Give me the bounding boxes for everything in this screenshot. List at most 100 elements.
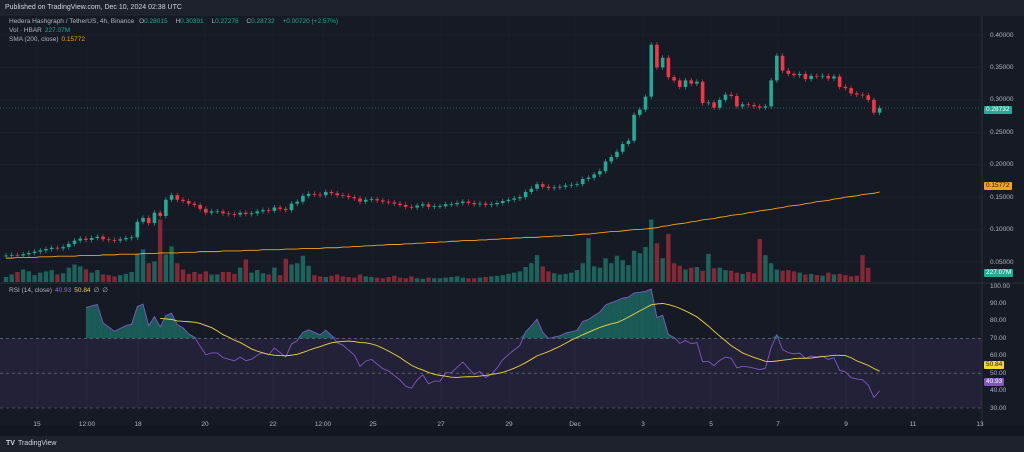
- candle-body: [461, 201, 465, 203]
- volume-bar: [791, 271, 797, 282]
- rsi-overbought-fill: [531, 319, 538, 339]
- volume-bar: [860, 255, 865, 282]
- volume-bar: [517, 271, 523, 282]
- candle-body: [820, 75, 825, 77]
- volume-bar: [843, 275, 848, 282]
- rsi-tick-label: 30.00: [990, 404, 1007, 412]
- candle-body: [369, 199, 374, 200]
- volume-value: 227.07M: [44, 27, 71, 34]
- candle-body: [341, 195, 345, 197]
- change-value: +0.00720 (+2.57%): [282, 18, 339, 25]
- candle-body: [620, 143, 625, 152]
- volume-bar: [306, 265, 311, 282]
- candle-body: [529, 188, 534, 192]
- volume-bar: [272, 267, 277, 282]
- candle-body: [700, 81, 705, 104]
- volume-bar: [243, 259, 249, 282]
- symbol-title[interactable]: Hedera Hashgraph / TetherUS, 4h, Binance: [9, 18, 135, 25]
- candle-body: [249, 213, 254, 215]
- candles: [4, 42, 882, 259]
- volume-bar: [746, 272, 751, 282]
- candle-body: [723, 94, 728, 100]
- candle-body: [158, 212, 162, 216]
- candle-body: [775, 55, 779, 81]
- volume-bar: [808, 273, 814, 282]
- candle-body: [169, 195, 174, 200]
- candle-body: [826, 75, 831, 79]
- volume-bar: [551, 273, 557, 282]
- volume-bar: [432, 278, 437, 282]
- candle-body: [854, 93, 859, 95]
- candle-body: [763, 106, 768, 108]
- volume-bar: [374, 277, 380, 282]
- volume-bar: [774, 269, 780, 282]
- candle-body: [21, 254, 25, 256]
- volume-bar: [820, 275, 825, 282]
- open-value: 0.28015: [144, 18, 168, 25]
- volume-bar: [255, 270, 260, 282]
- candle-body: [72, 240, 77, 244]
- rsi-tick-label: 80.00: [990, 317, 1007, 325]
- candle-body: [449, 204, 454, 206]
- candle-body: [421, 204, 425, 206]
- volume-bar: [66, 267, 72, 282]
- sma-legend: SMA (200, close) 0.15772: [9, 36, 86, 43]
- rsi-overbought-fill: [137, 304, 144, 339]
- volume-bar: [643, 247, 648, 282]
- volume-bar: [472, 278, 477, 282]
- time-tick-label: 11: [909, 421, 917, 428]
- volume-bar: [340, 276, 346, 282]
- candle-body: [466, 201, 471, 203]
- candle-body: [381, 200, 385, 202]
- candle-body: [49, 247, 54, 250]
- volume-bar: [289, 264, 294, 282]
- candle-body: [695, 81, 699, 84]
- candle-body: [95, 236, 100, 239]
- candle-body: [660, 57, 665, 68]
- candle-body: [78, 238, 83, 241]
- candle-body: [632, 114, 636, 141]
- candle-body: [164, 199, 168, 216]
- brand-name[interactable]: TradingView: [17, 440, 57, 447]
- symbol-legend: Hedera Hashgraph / TetherUS, 4h, Binance…: [9, 18, 339, 25]
- candle-body: [363, 199, 368, 202]
- rsi-value: 40.93: [55, 287, 72, 294]
- candle-body: [266, 210, 271, 211]
- volume-bar: [826, 272, 831, 282]
- chart-canvas[interactable]: [0, 16, 1024, 436]
- volume-bar: [409, 276, 414, 282]
- candle-body: [592, 174, 596, 178]
- candle-body: [443, 204, 448, 207]
- volume-bar: [215, 274, 220, 282]
- volume-bar: [112, 276, 117, 282]
- rsi-overbought-fill: [165, 313, 172, 339]
- volume-bar: [500, 275, 505, 282]
- candle-body: [278, 207, 282, 209]
- sma-tag: 0.15772: [984, 182, 1012, 190]
- candle-body: [735, 95, 739, 107]
- rsi-band: [0, 337, 982, 409]
- volume-bar: [9, 274, 14, 282]
- candle-body: [546, 186, 551, 189]
- candle-body: [44, 249, 48, 251]
- volume-bar: [660, 258, 665, 282]
- candle-body: [312, 193, 317, 195]
- candle-body: [346, 195, 351, 198]
- volume-bar: [848, 276, 854, 282]
- candle-body: [386, 201, 391, 203]
- volume-bar: [717, 267, 722, 282]
- volume-bar: [814, 275, 820, 282]
- time-tick-label: 25: [369, 421, 377, 428]
- candle-body: [626, 140, 631, 144]
- candle-body: [569, 184, 574, 186]
- candle-body: [683, 80, 688, 87]
- volume-bar: [483, 277, 488, 282]
- volume-bar: [654, 243, 660, 282]
- candle-body: [329, 191, 334, 194]
- volume-bar: [740, 273, 745, 282]
- price-tick-label: 0.35000: [990, 63, 1014, 71]
- candle-body: [255, 211, 260, 214]
- candle-body: [209, 211, 214, 213]
- volume-bar: [295, 263, 300, 282]
- sma-value: 0.15772: [61, 36, 86, 43]
